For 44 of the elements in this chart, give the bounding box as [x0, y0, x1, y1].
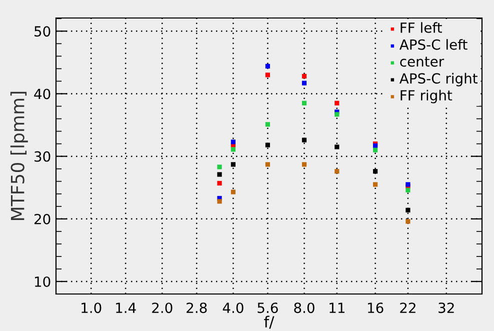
- point: [334, 100, 340, 106]
- y-tick-label: 40: [34, 88, 50, 100]
- x-tick-label: 8.0: [294, 302, 314, 314]
- x-tick-label: 2.0: [152, 302, 172, 314]
- legend-label: FF right: [400, 90, 452, 104]
- point: [265, 142, 270, 148]
- point: [265, 162, 270, 167]
- legend-label: APS-C right: [399, 72, 478, 86]
- y-tick-label: 30: [34, 151, 50, 162]
- point: [230, 147, 236, 152]
- legend-label: APS-C left: [399, 39, 468, 50]
- point: [230, 162, 236, 167]
- point: [334, 112, 340, 117]
- point: [265, 72, 270, 78]
- x-tick-label: 5.6: [258, 302, 278, 314]
- x-tick-label: 2.8: [186, 302, 207, 314]
- point: [302, 138, 307, 142]
- x-tick-label: 1.4: [116, 302, 136, 313]
- point: [302, 100, 307, 106]
- x-tick-label: 22: [400, 302, 416, 313]
- y-tick-label: 50: [34, 26, 50, 37]
- point: [334, 169, 340, 174]
- x-tick-label: 11: [330, 302, 344, 313]
- x-axis-title: f/: [264, 316, 274, 329]
- x-tick-label: 16: [368, 302, 384, 314]
- point: [265, 64, 270, 68]
- point: [406, 219, 410, 224]
- x-tick-label: 4.0: [222, 302, 244, 314]
- point: [302, 162, 307, 167]
- point: [302, 74, 307, 79]
- x-tick-label: 1.0: [82, 302, 102, 314]
- point: [302, 80, 307, 86]
- point: [334, 144, 340, 150]
- y-tick-label: 20: [34, 214, 50, 224]
- legend-label: FF left: [400, 22, 442, 33]
- point: [230, 140, 236, 144]
- point: [230, 190, 236, 194]
- x-tick-label: 32: [438, 302, 454, 314]
- legend-label: center: [400, 56, 444, 67]
- point: [265, 122, 270, 127]
- point: [406, 208, 410, 212]
- point: [406, 188, 410, 192]
- y-tick-label: 10: [34, 276, 50, 287]
- y-axis-title: MTF50 [lpmm]: [10, 92, 28, 220]
